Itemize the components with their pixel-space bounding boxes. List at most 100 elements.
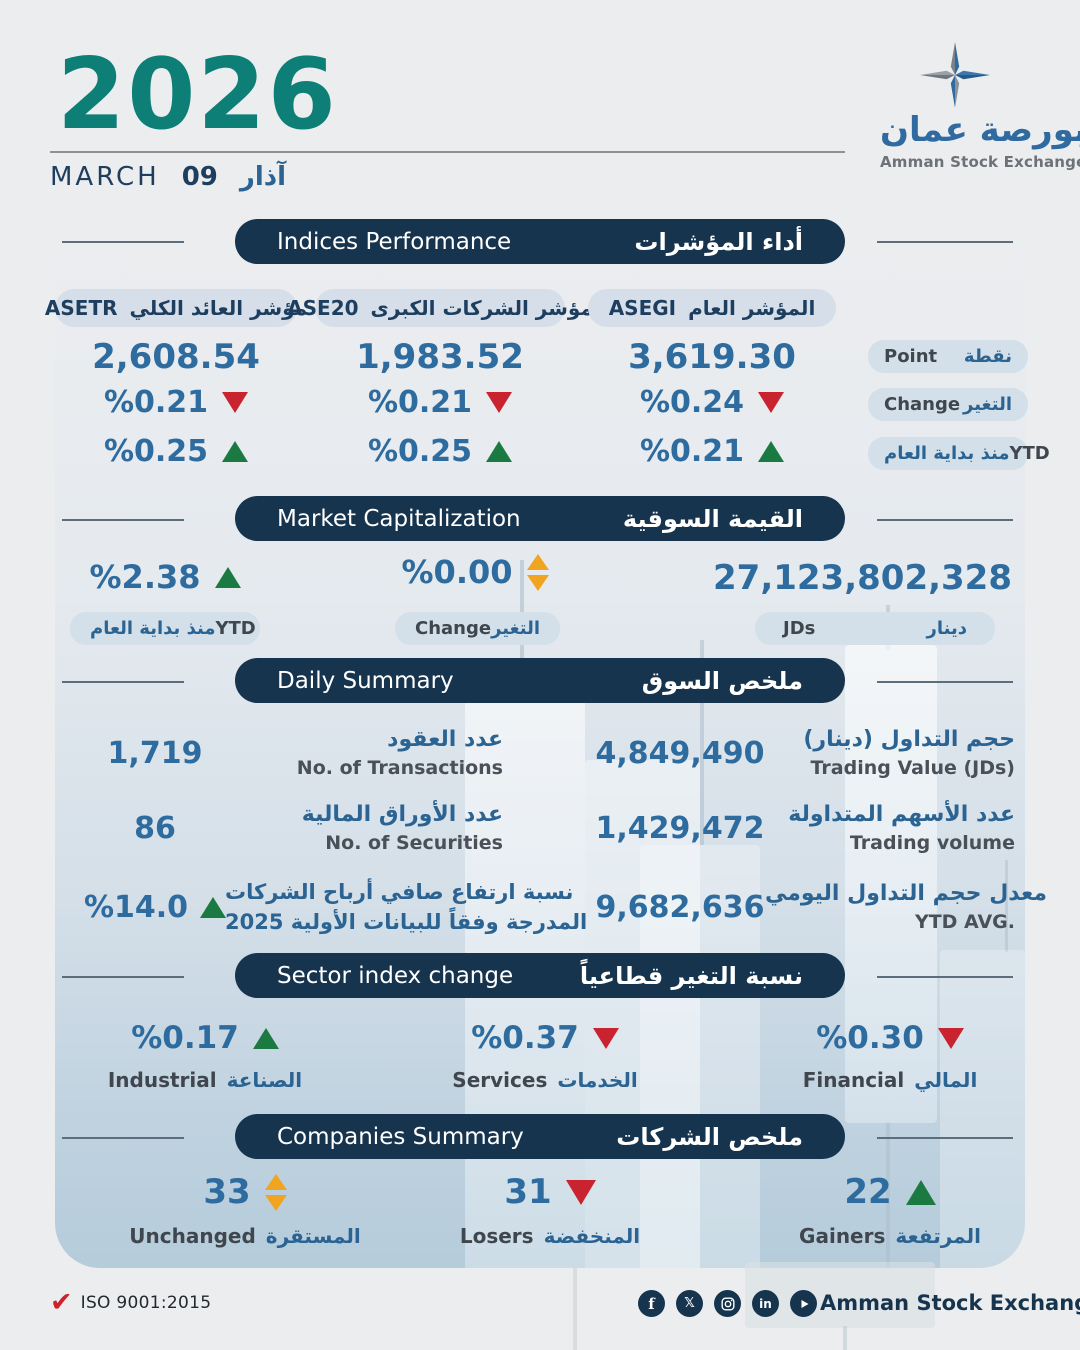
index-name-ar: المؤشر العام bbox=[688, 296, 816, 320]
header-divider bbox=[50, 151, 845, 153]
section-title-ar: ملخص الشركات bbox=[616, 1122, 803, 1151]
ase-logo: بورصة عمان Amman Stock Exchange bbox=[880, 42, 1080, 171]
index-pill-asegi: ASEGI المؤشر العام bbox=[588, 289, 836, 327]
youtube-icon[interactable] bbox=[790, 1290, 817, 1317]
x-twitter-icon[interactable]: 𝕏 bbox=[676, 1290, 703, 1317]
index-change: %0.24 bbox=[588, 385, 836, 420]
index-points: 2,608.54 bbox=[92, 337, 260, 377]
sector-services: %0.37 Services الخدمات bbox=[420, 1020, 670, 1092]
section-header-market-cap: Market Capitalization القيمة السوقية bbox=[235, 496, 845, 541]
index-pill-asetr: ASETR مؤشر العائد الكلي bbox=[45, 289, 307, 327]
up-triangle-icon bbox=[486, 441, 513, 462]
section-line bbox=[62, 681, 184, 683]
section-title-en: Sector index change bbox=[277, 962, 514, 989]
day-number: 09 bbox=[181, 162, 218, 192]
section-line bbox=[877, 681, 1013, 683]
linkedin-icon[interactable]: in bbox=[752, 1290, 779, 1317]
row-label-ytd: منذ بداية العام YTD bbox=[868, 437, 1050, 470]
logo-english-name: Amman Stock Exchange bbox=[880, 153, 1080, 171]
index-code: ASETR bbox=[44, 296, 118, 320]
up-triangle-icon bbox=[758, 441, 785, 462]
up-triangle-icon bbox=[214, 566, 241, 588]
section-title-ar: القيمة السوقية bbox=[622, 504, 803, 533]
sector-financial: %0.30 Financial المالي bbox=[765, 1020, 1015, 1092]
facebook-icon[interactable]: f bbox=[638, 1290, 665, 1317]
footer-brand: Amman Stock Exchange bbox=[820, 1291, 1080, 1315]
checkmark-icon: ✔ bbox=[50, 1287, 73, 1318]
net-profit-increase-label: نسبة ارتفاع صافي أرباح الشركات المدرجة و… bbox=[225, 880, 588, 934]
companies-losers: 31 Losers المنخفضة bbox=[425, 1172, 675, 1248]
sector-label: Industrial الصناعة bbox=[107, 1068, 303, 1092]
down-triangle-icon bbox=[937, 1027, 964, 1049]
building-wick bbox=[573, 1268, 577, 1350]
companies-unchanged: 33 Unchanged المستقرة bbox=[120, 1172, 370, 1248]
index-change: %0.21 bbox=[55, 385, 297, 420]
section-title-ar: ملخص السوق bbox=[641, 666, 803, 695]
section-header-companies: Companies Summary ملخص الشركات bbox=[235, 1114, 845, 1159]
down-triangle-icon bbox=[565, 1179, 596, 1205]
section-title-en: Companies Summary bbox=[277, 1123, 524, 1150]
row-label-point: Point نقطة bbox=[868, 340, 1028, 373]
section-header-sector-change: Sector index change نسبة التغير قطاعياً bbox=[235, 953, 845, 998]
index-code: ASE20 bbox=[287, 296, 359, 320]
building-wick bbox=[700, 640, 704, 845]
index-name-ar: مؤشر الشركات الكبرى bbox=[370, 296, 593, 320]
market-cap-change: %0.00 bbox=[380, 553, 570, 591]
content-card bbox=[55, 218, 1025, 1268]
building-shape bbox=[640, 845, 760, 1268]
page-title-year: 2026 bbox=[57, 38, 338, 152]
section-line bbox=[62, 976, 184, 978]
transactions-label: عدد العقود No. of Transactions bbox=[296, 727, 503, 779]
market-cap-change-label: Change التغير bbox=[395, 612, 560, 645]
building-wick bbox=[886, 1123, 890, 1268]
section-line bbox=[877, 976, 1013, 978]
section-title-en: Market Capitalization bbox=[277, 505, 521, 532]
index-code: ASEGI bbox=[608, 296, 677, 320]
down-triangle-icon bbox=[222, 392, 249, 413]
market-cap-ytd: %2.38 bbox=[70, 558, 260, 596]
section-title-ar: أداء المؤشرات bbox=[634, 227, 803, 256]
sector-value: %0.30 bbox=[765, 1020, 1015, 1056]
social-links: f 𝕏 in bbox=[638, 1290, 817, 1317]
companies-value: 33 bbox=[120, 1172, 370, 1212]
up-triangle-icon bbox=[252, 1027, 279, 1049]
sector-industrial: %0.17 Industrial الصناعة bbox=[80, 1020, 330, 1092]
section-line bbox=[877, 519, 1013, 521]
net-profit-increase-value: %14.0 bbox=[60, 870, 250, 944]
daily-row-securities: 86 عدد الأوراق المالية No. of Securities… bbox=[55, 797, 1025, 859]
index-pill-ase20: ASE20 مؤشر الشركات الكبرى bbox=[287, 289, 593, 327]
index-points: 1,983.52 bbox=[356, 337, 524, 377]
iso-certification: ✔ ISO 9001:2015 bbox=[50, 1287, 212, 1318]
instagram-icon[interactable] bbox=[714, 1290, 741, 1317]
flat-diamond-icon bbox=[526, 553, 549, 591]
index-ytd: %0.25 bbox=[55, 434, 297, 469]
section-header-indices: Indices Performance أداء المؤشرات bbox=[235, 219, 845, 264]
sector-value: %0.37 bbox=[420, 1020, 670, 1056]
section-title-en: Daily Summary bbox=[277, 667, 454, 694]
month-ar: آذار bbox=[239, 162, 287, 192]
securities-value: 86 bbox=[134, 810, 176, 846]
index-column-ase20: ASE20 مؤشر الشركات الكبرى 1,983.52 %0.21… bbox=[287, 289, 593, 479]
down-triangle-icon bbox=[592, 1027, 619, 1049]
market-cap-amount: 27,123,802,328 bbox=[713, 558, 1012, 598]
building-wick bbox=[843, 1326, 847, 1350]
section-line bbox=[877, 241, 1013, 243]
companies-label: Gainers المرتفعة bbox=[799, 1224, 981, 1248]
section-line bbox=[62, 241, 184, 243]
companies-value: 31 bbox=[425, 1172, 675, 1212]
building-shape bbox=[585, 760, 700, 1268]
index-name-ar: مؤشر العائد الكلي bbox=[129, 296, 308, 320]
ase-star-icon bbox=[920, 42, 990, 108]
logo-arabic-name: بورصة عمان bbox=[880, 110, 1080, 150]
up-triangle-icon bbox=[905, 1179, 936, 1205]
companies-gainers: 22 Gainers المرتفعة bbox=[765, 1172, 1015, 1248]
daily-row-profit-ytd-avg: %14.0 نسبة ارتفاع صافي أرباح الشركات الم… bbox=[55, 870, 1047, 944]
building-shape bbox=[940, 950, 1025, 1268]
index-ytd: %0.25 bbox=[315, 434, 565, 469]
sector-value: %0.17 bbox=[80, 1020, 330, 1056]
index-column-asetr: ASETR مؤشر العائد الكلي 2,608.54 %0.21 %… bbox=[45, 289, 307, 479]
up-triangle-icon bbox=[200, 896, 227, 918]
section-line bbox=[62, 1137, 184, 1139]
section-title-ar: نسبة التغير قطاعياً bbox=[579, 961, 803, 990]
